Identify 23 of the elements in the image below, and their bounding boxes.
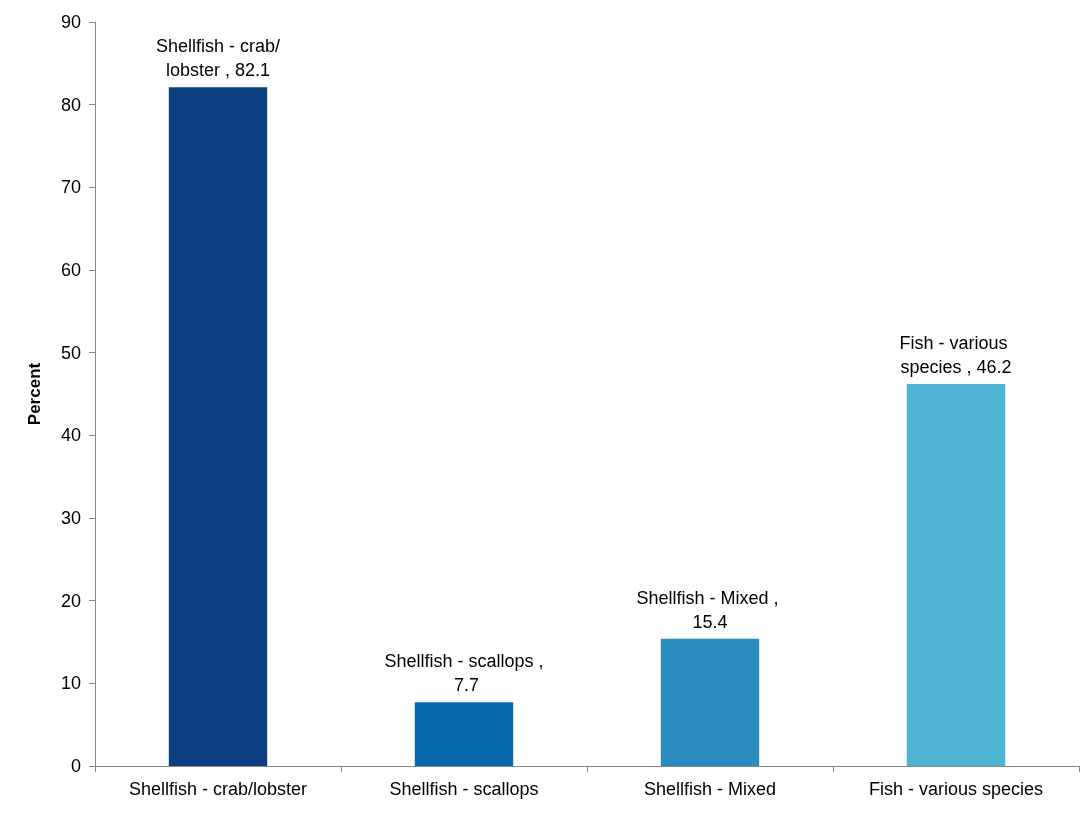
data-label: Shellfish - Mixed , 15.4 (636, 587, 784, 632)
data-label: Shellfish - crab/lobster , 82.1 (155, 36, 281, 81)
bar (660, 638, 760, 766)
y-tick-label: 60 (60, 260, 81, 280)
y-axis-title: Percent (25, 362, 44, 426)
y-tick-label: 0 (70, 756, 81, 776)
data-label: Fish - various species , 46.2 (899, 333, 1013, 378)
data-label: Shellfish - scallops , 7.7 (384, 651, 544, 696)
bar (414, 702, 514, 766)
y-tick-label: 80 (60, 94, 81, 115)
bar (168, 87, 268, 766)
y-tick-label: 70 (60, 177, 81, 198)
x-tick-label: Shellfish - Mixed (643, 779, 777, 799)
x-tick-label: Shellfish - scallops (389, 779, 539, 799)
bar (906, 384, 1006, 766)
x-tick-label: Shellfish - crab/lobster (128, 779, 308, 799)
y-tick-label: 40 (60, 425, 81, 446)
y-tick-label: 50 (60, 342, 81, 363)
y-tick-label: 30 (60, 508, 81, 528)
y-tick-label: 20 (60, 590, 81, 611)
y-tick-label: 90 (60, 12, 81, 32)
y-tick-label: 10 (60, 673, 81, 694)
x-tick-label: Fish - various species (868, 779, 1044, 799)
